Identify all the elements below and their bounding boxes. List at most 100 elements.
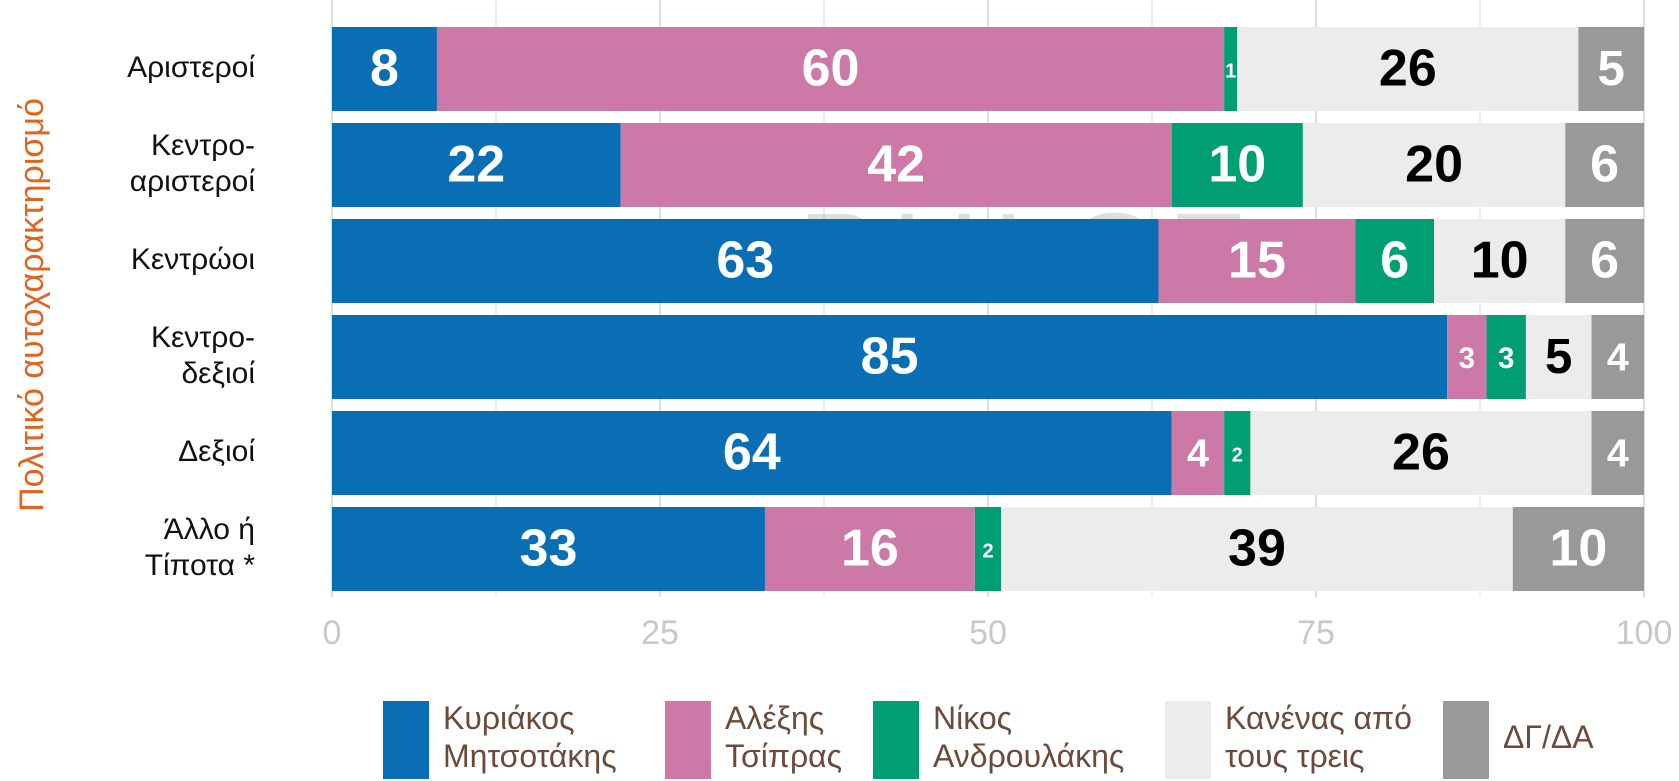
y-axis-label: Πολιτικό αυτοχαρακτηρισμό xyxy=(13,98,51,512)
bar-segment xyxy=(332,27,437,111)
legend-label: Νίκος Ανδρουλάκης xyxy=(933,700,1124,774)
category-label-line: Τίποτα * xyxy=(145,549,256,582)
category-label: Αριστεροί xyxy=(127,51,255,84)
value-label: 6 xyxy=(1590,232,1619,290)
value-label: 20 xyxy=(1405,136,1463,194)
value-label: 10 xyxy=(1208,136,1266,194)
value-label: 2 xyxy=(982,540,993,562)
category-label-line: Άλλο ή xyxy=(164,513,255,546)
legend-swatch xyxy=(1443,701,1489,779)
bar-segment xyxy=(332,315,1448,399)
x-tick-label: 25 xyxy=(641,614,679,652)
value-label: 10 xyxy=(1549,520,1607,578)
value-label: 3 xyxy=(1498,342,1514,375)
category-label-line: Κεντρώοι xyxy=(131,243,255,276)
bar-segment xyxy=(1591,411,1644,495)
bar-segment xyxy=(1237,27,1579,111)
value-label: 39 xyxy=(1228,520,1286,578)
category-label: Κεντρώοι xyxy=(131,243,255,276)
legend-label-line: Μητσοτάκης xyxy=(443,738,617,774)
legend-label: ΔΓ/ΔΑ xyxy=(1503,719,1594,755)
value-label: 8 xyxy=(370,40,399,98)
legend-label-line: Αλέξης xyxy=(725,700,824,736)
value-label: 60 xyxy=(802,40,860,98)
legend-label: Κυριάκος Μητσοτάκης xyxy=(443,700,617,774)
bar-segment xyxy=(1224,411,1251,495)
value-label: 26 xyxy=(1392,424,1450,482)
bar-segment xyxy=(332,411,1172,495)
value-label: 2 xyxy=(1232,444,1243,466)
bar-segment xyxy=(332,507,765,591)
bar-segment xyxy=(1447,315,1487,399)
bar-segment xyxy=(1355,219,1435,303)
value-label: 6 xyxy=(1590,136,1619,194)
bar-segment xyxy=(764,507,975,591)
category-label: Δεξιοί xyxy=(178,435,255,468)
bar-segment xyxy=(1525,315,1592,399)
legend-label-line: τους τρεις xyxy=(1225,738,1364,774)
value-label: 4 xyxy=(1187,431,1209,475)
bar-segment xyxy=(1486,315,1526,399)
legend-label-line: Νίκος xyxy=(933,700,1012,736)
legend-label-line: Κυριάκος xyxy=(443,700,574,736)
value-label: 26 xyxy=(1379,40,1437,98)
value-label: 3 xyxy=(1459,342,1475,375)
x-tick-label: 100 xyxy=(1616,614,1673,652)
bar-segment xyxy=(332,123,621,207)
bar-segment xyxy=(1171,411,1225,495)
legend-swatch xyxy=(873,701,919,779)
legend-label-line: Ανδρουλάκης xyxy=(933,738,1124,774)
category-label-line: Κεντρο- xyxy=(151,321,255,354)
legend-label-line: Κανένας από xyxy=(1225,700,1412,736)
legend-swatch xyxy=(383,701,429,779)
value-label: 16 xyxy=(841,520,899,578)
bar-segment xyxy=(1565,123,1644,207)
value-label: 5 xyxy=(1598,41,1625,96)
value-label: 4 xyxy=(1607,335,1629,379)
bar-segment xyxy=(1578,27,1644,111)
bar-segment xyxy=(1302,123,1566,207)
value-label: 33 xyxy=(520,520,578,578)
legend-swatch xyxy=(665,701,711,779)
category-label: Άλλο ή Τίποτα * xyxy=(145,513,256,582)
x-tick-label: 50 xyxy=(969,614,1007,652)
bar-segment xyxy=(974,507,1002,591)
legend-label: Αλέξης Τσίπρας xyxy=(725,700,842,774)
bar-segment xyxy=(1224,27,1238,111)
value-label: 64 xyxy=(723,424,781,482)
bar-segment xyxy=(1158,219,1356,303)
legend-label-line: ΔΓ/ΔΑ xyxy=(1503,719,1594,755)
value-label: 22 xyxy=(447,136,505,194)
x-tick-label: 0 xyxy=(323,614,342,652)
bar-segment xyxy=(332,219,1159,303)
category-label: Κεντρο-αριστεροί xyxy=(130,129,256,198)
x-tick-label: 75 xyxy=(1297,614,1335,652)
bar-segment xyxy=(1591,315,1644,399)
bar-segment xyxy=(1171,123,1303,207)
value-label: 85 xyxy=(861,328,919,386)
value-label: 5 xyxy=(1545,329,1572,384)
value-label: 42 xyxy=(867,136,925,194)
legend-label: Κανένας από τους τρεις xyxy=(1225,700,1412,774)
bar-segment xyxy=(436,27,1225,111)
legend-swatch xyxy=(1165,701,1211,779)
value-label: 63 xyxy=(716,232,774,290)
value-label: 15 xyxy=(1228,232,1286,290)
value-label: 4 xyxy=(1607,431,1629,475)
value-label: 1 xyxy=(1225,60,1236,82)
bar-segment xyxy=(1250,411,1592,495)
category-label-line: Δεξιοί xyxy=(178,435,255,468)
value-label: 10 xyxy=(1471,232,1529,290)
bar-segment xyxy=(1001,507,1513,591)
category-label-line: Αριστεροί xyxy=(127,51,255,84)
bar-segment xyxy=(1565,219,1644,303)
legend-label-line: Τσίπρας xyxy=(725,738,842,774)
category-label-line: δεξιοί xyxy=(181,357,255,390)
bar-segment xyxy=(620,123,1172,207)
bar-segment xyxy=(1512,507,1644,591)
value-label: 6 xyxy=(1380,232,1409,290)
category-label-line: αριστεροί xyxy=(130,165,256,198)
category-label-line: Κεντρο- xyxy=(151,129,255,162)
bar-segment xyxy=(1434,219,1566,303)
